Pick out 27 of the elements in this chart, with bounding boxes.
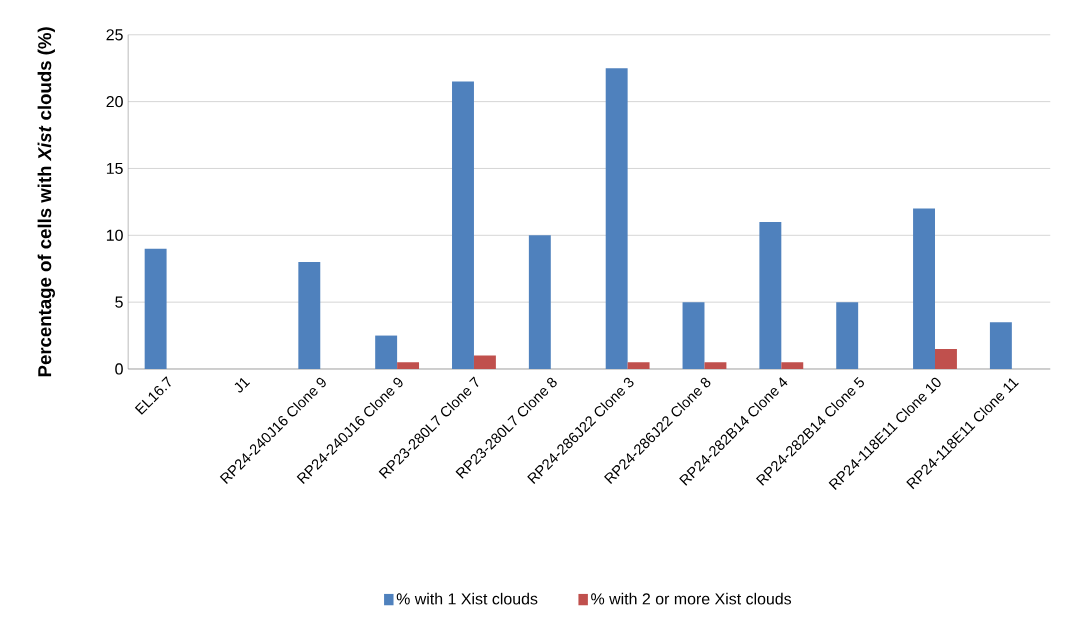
bar bbox=[989, 322, 1012, 369]
y-tick-label: 15 bbox=[106, 162, 123, 174]
bar bbox=[473, 355, 496, 369]
bar bbox=[759, 221, 782, 369]
bar bbox=[397, 362, 420, 369]
bar bbox=[298, 261, 321, 369]
bar bbox=[781, 362, 804, 369]
y-tick-label: 5 bbox=[115, 296, 123, 308]
bar bbox=[452, 81, 474, 369]
x-tick-label: J1 bbox=[234, 377, 251, 393]
bar bbox=[627, 362, 650, 369]
y-tick-label: 20 bbox=[106, 95, 123, 108]
y-tick-label: 10 bbox=[106, 229, 123, 241]
bar bbox=[836, 302, 859, 369]
bar bbox=[935, 348, 957, 369]
bar bbox=[682, 302, 705, 369]
bar bbox=[528, 235, 551, 369]
bar bbox=[375, 335, 398, 369]
y-axis-title: Percentage of cells with Xist clouds (%) bbox=[37, 27, 56, 377]
legend-label: % with 1 Xist clouds bbox=[396, 592, 538, 605]
legend-label: % with 2 or more Xist clouds bbox=[591, 592, 792, 605]
bar bbox=[605, 68, 628, 369]
y-tick-label: 0 bbox=[115, 363, 123, 375]
bar bbox=[144, 248, 167, 369]
bar bbox=[913, 208, 935, 369]
y-tick-label: 25 bbox=[106, 29, 123, 41]
bar bbox=[704, 362, 727, 369]
